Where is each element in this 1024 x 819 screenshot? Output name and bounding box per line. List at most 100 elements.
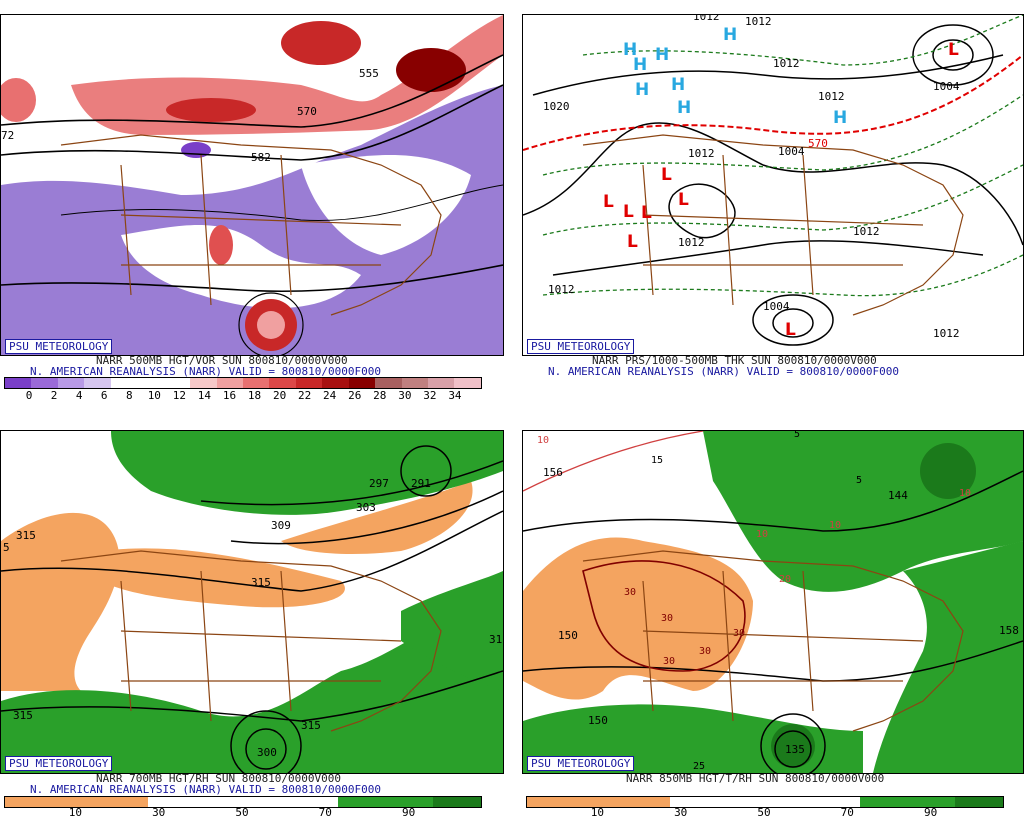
contour-label: 315 xyxy=(16,529,36,542)
colorbar-swatch xyxy=(269,378,296,388)
panel-subtitle: N. AMERICAN REANALYSIS (NARR) VALID = 80… xyxy=(548,365,899,378)
high-pressure-marker: H xyxy=(677,98,691,118)
map-pressure: 1012 1012 1020 1012 1012 1012 1012 1012 … xyxy=(522,14,1024,356)
colorbar-swatch xyxy=(622,797,670,807)
contour-label: 297 xyxy=(369,477,389,490)
colorbar-swatch xyxy=(57,378,85,388)
colorbar-tick-label: 26 xyxy=(348,389,362,402)
colorbar-swatch xyxy=(290,797,339,807)
hurricane-vort-core xyxy=(257,311,285,339)
isobar-label: 1012 xyxy=(688,147,715,160)
height-label: 135 xyxy=(785,743,805,756)
temp-label: 10 xyxy=(829,520,841,531)
colorbar-swatch xyxy=(31,378,58,388)
vort-max-west xyxy=(1,78,36,122)
panel-sea-level-pressure: 1012 1012 1020 1012 1012 1012 1012 1012 … xyxy=(522,0,1024,409)
height-label: 150 xyxy=(588,714,608,727)
panel-500mb-vorticity: 555 570 582 72 PSU METEOROLOGY NARR 500M… xyxy=(0,0,512,409)
colorbar-swatch xyxy=(5,797,53,807)
high-pressure-marker: H xyxy=(671,75,685,95)
height-label: 144 xyxy=(888,489,908,502)
contour-label: 315 xyxy=(251,576,271,589)
vort-max-northeast xyxy=(396,48,466,92)
temp-label: 10 xyxy=(959,488,971,499)
contour-label: 300 xyxy=(257,746,277,759)
high-pressure-marker: H xyxy=(623,40,637,60)
colorbar-tick-label: 0 xyxy=(25,389,33,402)
low-pressure-marker: L xyxy=(627,232,638,252)
low-pressure-marker: L xyxy=(785,320,796,340)
panel-700mb-rh: 315 5 309 303 297 291 315 315 315 300 31… xyxy=(0,409,512,819)
isobar-label: 1004 xyxy=(763,300,790,313)
temp-label: 20 xyxy=(779,574,791,585)
isobar-label: 1012 xyxy=(853,225,880,238)
panel-title: NARR 500MB HGT/VOR SUN 800810/0000V000 xyxy=(96,354,348,367)
height-label: 150 xyxy=(558,629,578,642)
height-label: 158 xyxy=(999,624,1019,637)
low-pressure-marker: L xyxy=(948,40,959,60)
panel-subtitle: N. AMERICAN REANALYSIS (NARR) VALID = 80… xyxy=(30,783,381,796)
colorbar-swatch xyxy=(242,797,291,807)
vort-white-gap-2 xyxy=(301,155,471,255)
colorbar-tick-label: 34 xyxy=(448,389,462,402)
colorbar-swatch xyxy=(375,378,402,388)
colorbar-swatch xyxy=(322,378,349,388)
contour-label: 309 xyxy=(271,519,291,532)
panel-title: NARR 850MB HGT/T/RH SUN 800810/0000V000 xyxy=(626,772,885,785)
credit-label: PSU METEOROLOGY xyxy=(527,756,635,771)
vort-small-1 xyxy=(209,225,233,265)
colorbar-tick-label: 12 xyxy=(172,389,186,402)
colorbar-swatch xyxy=(428,378,455,388)
colorbar-swatch xyxy=(137,378,164,388)
colorbar-rh xyxy=(4,796,482,808)
isobar-label: 1012 xyxy=(678,236,705,249)
colorbar-swatch xyxy=(527,797,575,807)
contour-label: 570 xyxy=(297,105,317,118)
colorbar-tick-label: 30 xyxy=(674,806,688,819)
contour-label: 555 xyxy=(359,67,379,80)
colorbar-swatch xyxy=(348,378,376,388)
contour-label: 291 xyxy=(411,477,431,490)
colorbar-swatch xyxy=(84,378,111,388)
isobar-label: 1012 xyxy=(773,57,800,70)
high-pressure-marker: H xyxy=(633,55,647,75)
colorbar-swatch xyxy=(147,797,196,807)
contour-label: 72 xyxy=(1,129,14,142)
low-pressure-marker: L xyxy=(623,202,634,222)
map-850mb: 156 150 150 156 156 150 144 135 158 10 1… xyxy=(522,430,1024,774)
map-700mb: 315 5 309 303 297 291 315 315 315 300 31… xyxy=(0,430,504,774)
dry-region-southwest xyxy=(523,537,753,700)
colorbar-tick-label: 90 xyxy=(401,806,416,819)
colorbar-swatch xyxy=(385,797,434,807)
colorbar-tick-label: 10 xyxy=(590,806,605,819)
colorbar-rh xyxy=(526,796,1004,808)
thickness-label: 570 xyxy=(808,137,828,150)
colorbar-tick-label: 4 xyxy=(75,389,83,402)
colorbar-swatch xyxy=(907,797,956,807)
temp-label: 30 xyxy=(624,587,636,598)
high-pressure-marker: H xyxy=(635,80,649,100)
colorbar-tick-label: 18 xyxy=(247,389,262,402)
contour-label: 315 xyxy=(301,719,321,732)
colorbar-tick-label: 50 xyxy=(757,806,771,819)
colorbar-swatch xyxy=(110,378,138,388)
temp-label: 30 xyxy=(733,628,745,639)
low-pressure-marker: L xyxy=(603,192,614,212)
colorbar-tick-label: 30 xyxy=(398,389,412,402)
colorbar-tick-label: 90 xyxy=(923,806,938,819)
contour-label: 5 xyxy=(3,541,10,554)
colorbar-swatch xyxy=(242,378,270,388)
temp-label: 30 xyxy=(661,613,673,624)
high-pressure-marker: H xyxy=(833,108,847,128)
map-pressure-svg: 1012 1012 1020 1012 1012 1012 1012 1012 … xyxy=(523,15,1023,346)
temp-label: 30 xyxy=(663,656,675,667)
isobar-label: 1004 xyxy=(778,145,805,158)
vort-max-north xyxy=(281,21,361,65)
colorbar-swatch xyxy=(764,797,813,807)
colorbar-tick-label: 16 xyxy=(222,389,237,402)
colorbar-swatch xyxy=(454,378,481,388)
panel-850mb-temperature: 156 150 150 156 156 150 144 135 158 10 1… xyxy=(522,409,1024,819)
colorbar-tick-label: 50 xyxy=(235,806,249,819)
colorbar-swatch xyxy=(190,378,217,388)
colorbar-tick-label: 6 xyxy=(100,389,108,402)
